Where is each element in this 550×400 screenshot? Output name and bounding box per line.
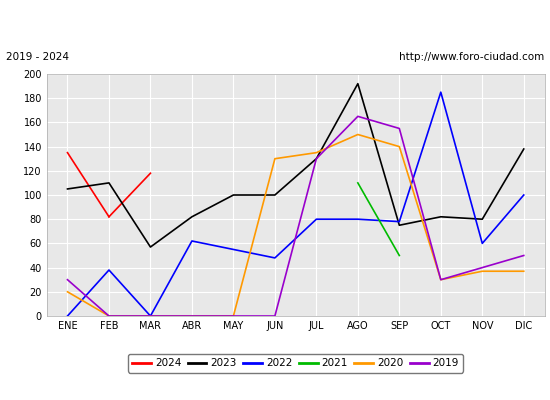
Text: http://www.foro-ciudad.com: http://www.foro-ciudad.com [399, 52, 544, 62]
Text: 2019 - 2024: 2019 - 2024 [6, 52, 69, 62]
Text: Evolucion Nº Turistas Nacionales en el municipio de Presencio: Evolucion Nº Turistas Nacionales en el m… [69, 14, 481, 28]
Legend: 2024, 2023, 2022, 2021, 2020, 2019: 2024, 2023, 2022, 2021, 2020, 2019 [128, 354, 463, 372]
